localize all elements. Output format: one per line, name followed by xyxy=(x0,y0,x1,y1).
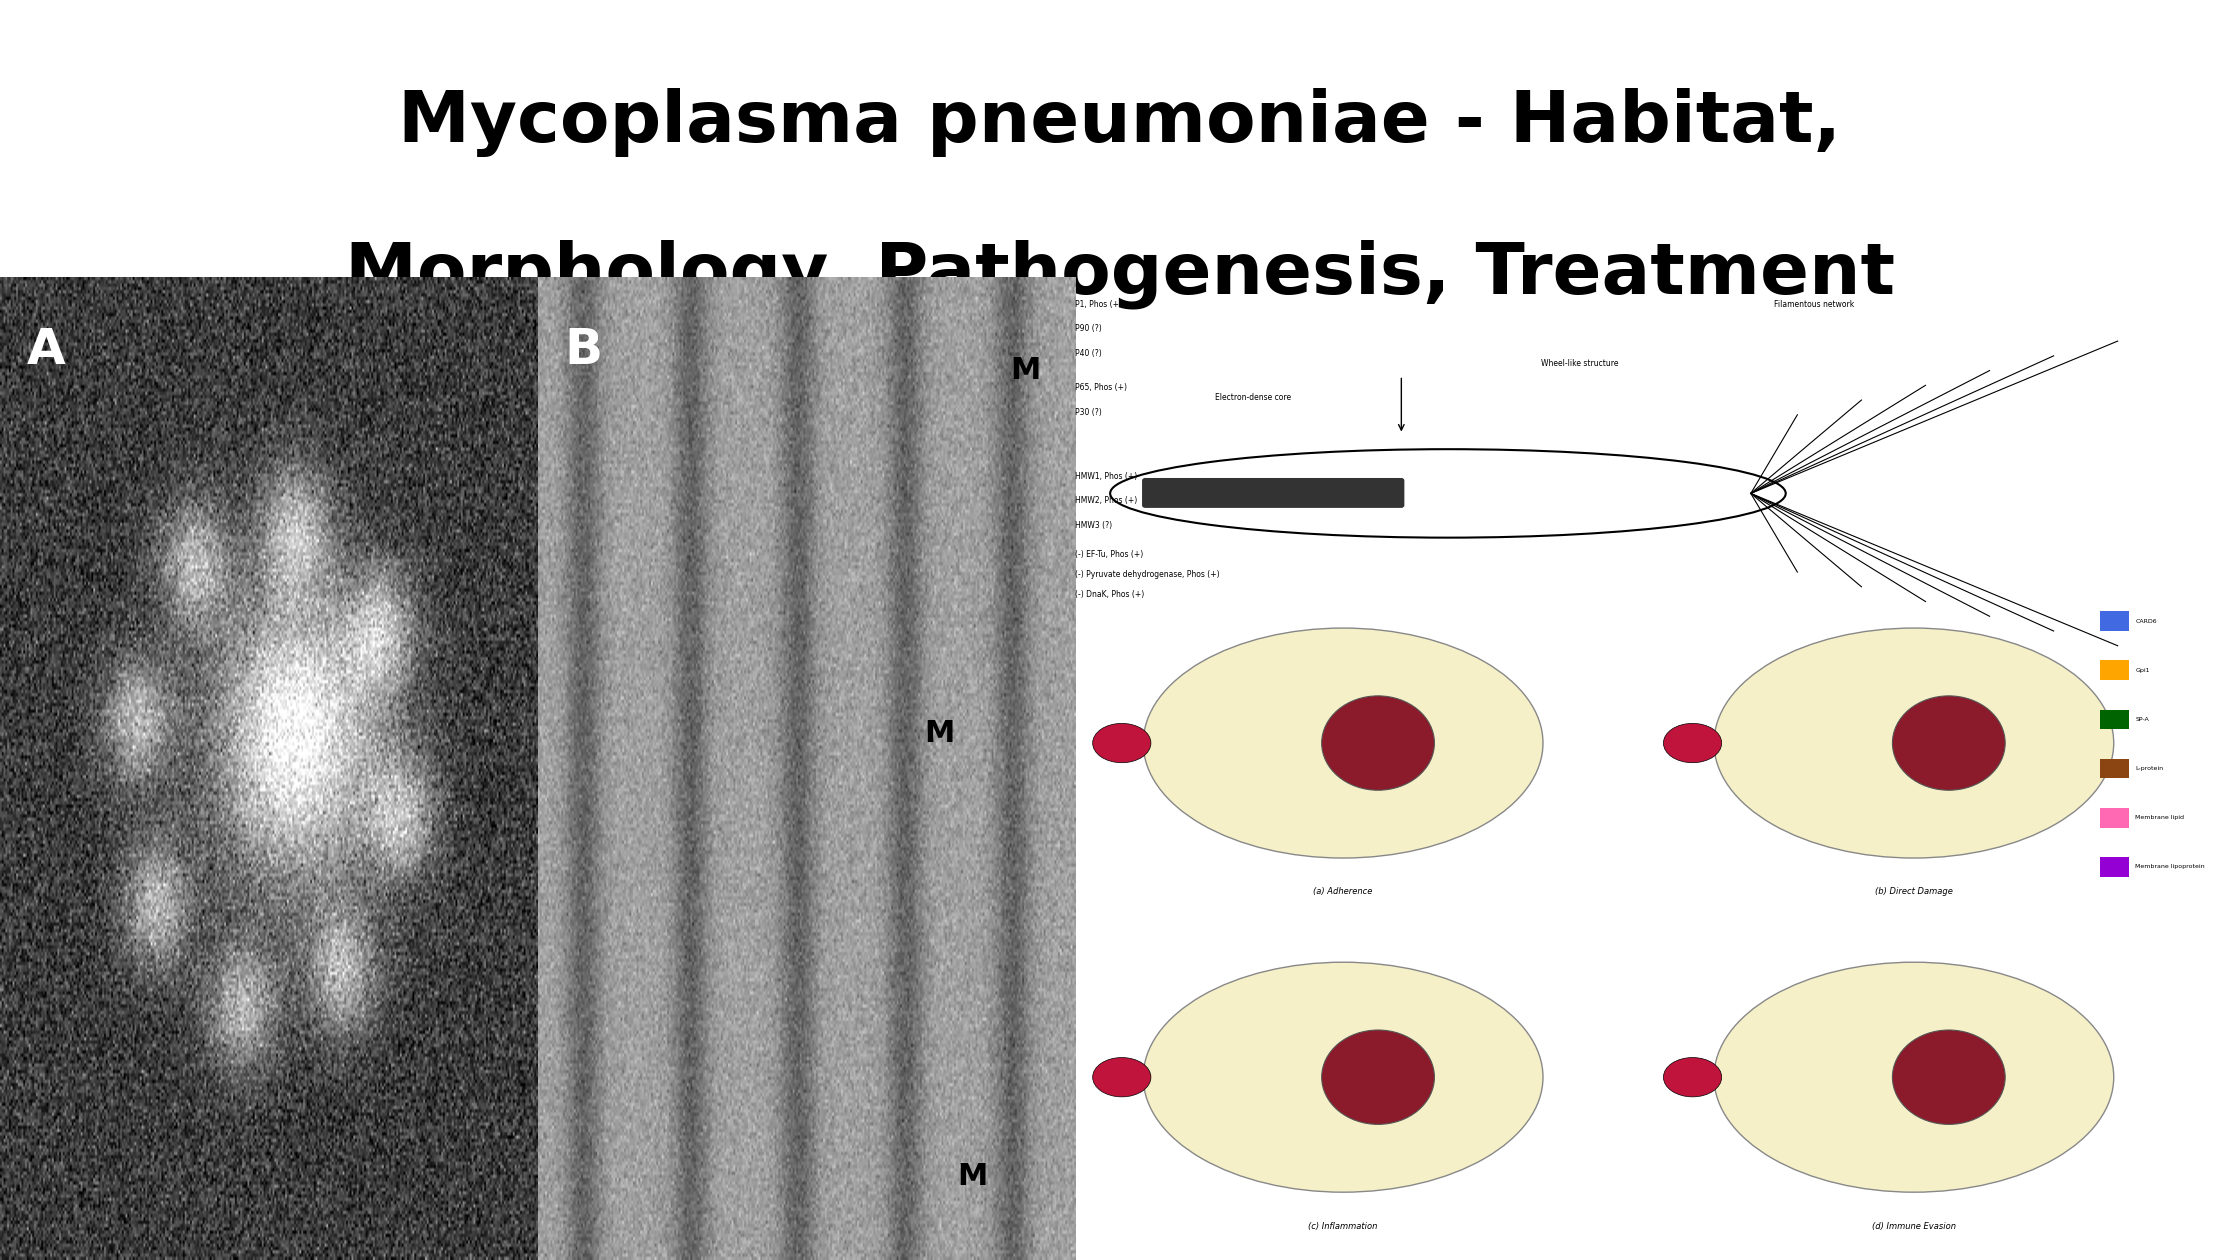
Text: L-protein: L-protein xyxy=(2135,766,2164,771)
Ellipse shape xyxy=(1322,1029,1434,1124)
Text: Electron-dense core: Electron-dense core xyxy=(1214,393,1290,402)
Text: A: A xyxy=(27,326,65,374)
Bar xyxy=(2101,611,2130,631)
Text: M: M xyxy=(1010,355,1042,384)
Text: P90 (?): P90 (?) xyxy=(1075,324,1102,333)
Bar xyxy=(2101,660,2130,680)
Text: B: B xyxy=(564,326,603,374)
Text: CARD6: CARD6 xyxy=(2135,619,2157,624)
Text: (a) Adherence: (a) Adherence xyxy=(1313,887,1373,896)
Text: (-) DnaK, Phos (+): (-) DnaK, Phos (+) xyxy=(1075,590,1145,598)
Bar xyxy=(2101,759,2130,779)
Text: P40 (?): P40 (?) xyxy=(1075,349,1102,358)
Text: Membrane lipid: Membrane lipid xyxy=(2135,815,2184,820)
Text: (b) Direct Damage: (b) Direct Damage xyxy=(1875,887,1953,896)
Ellipse shape xyxy=(1142,963,1543,1192)
Ellipse shape xyxy=(1093,1057,1151,1097)
Text: P1, Phos (+?): P1, Phos (+?) xyxy=(1075,300,1127,309)
Ellipse shape xyxy=(1142,627,1543,858)
Text: (d) Immune Evasion: (d) Immune Evasion xyxy=(1873,1221,1956,1231)
Text: Mycoplasma pneumoniae - Habitat,: Mycoplasma pneumoniae - Habitat, xyxy=(399,88,1841,158)
Text: P65, Phos (+): P65, Phos (+) xyxy=(1075,383,1127,392)
Text: M: M xyxy=(956,1162,988,1191)
Text: (-) EF-Tu, Phos (+): (-) EF-Tu, Phos (+) xyxy=(1075,551,1142,559)
Text: HMW3 (?): HMW3 (?) xyxy=(1075,520,1113,529)
Text: Gpi1: Gpi1 xyxy=(2135,668,2150,673)
Bar xyxy=(2101,857,2130,877)
Text: HMW2, Phos (+): HMW2, Phos (+) xyxy=(1075,496,1138,505)
Text: HMW1, Phos (+): HMW1, Phos (+) xyxy=(1075,471,1138,480)
Text: Wheel-like structure: Wheel-like structure xyxy=(1541,359,1620,368)
Text: Morphology, Pathogenesis, Treatment: Morphology, Pathogenesis, Treatment xyxy=(345,239,1895,309)
Text: Membrane lipoprotein: Membrane lipoprotein xyxy=(2135,864,2204,869)
Bar xyxy=(2101,709,2130,730)
Text: (-) Pyruvate dehydrogenase, Phos (+): (-) Pyruvate dehydrogenase, Phos (+) xyxy=(1075,570,1221,578)
Ellipse shape xyxy=(1111,449,1785,538)
Text: (c) Inflammation: (c) Inflammation xyxy=(1308,1221,1378,1231)
Text: Filamentous network: Filamentous network xyxy=(1774,300,1855,309)
Ellipse shape xyxy=(1714,963,2115,1192)
FancyBboxPatch shape xyxy=(1142,479,1404,508)
Text: M: M xyxy=(925,719,954,748)
Ellipse shape xyxy=(1714,627,2115,858)
Ellipse shape xyxy=(1893,696,2005,790)
Text: SP-A: SP-A xyxy=(2135,717,2148,722)
Bar xyxy=(2101,808,2130,828)
Ellipse shape xyxy=(1093,723,1151,762)
Text: P30 (?): P30 (?) xyxy=(1075,408,1102,417)
Ellipse shape xyxy=(1893,1029,2005,1124)
Ellipse shape xyxy=(1664,723,1723,762)
Ellipse shape xyxy=(1664,1057,1723,1097)
Ellipse shape xyxy=(1322,696,1434,790)
